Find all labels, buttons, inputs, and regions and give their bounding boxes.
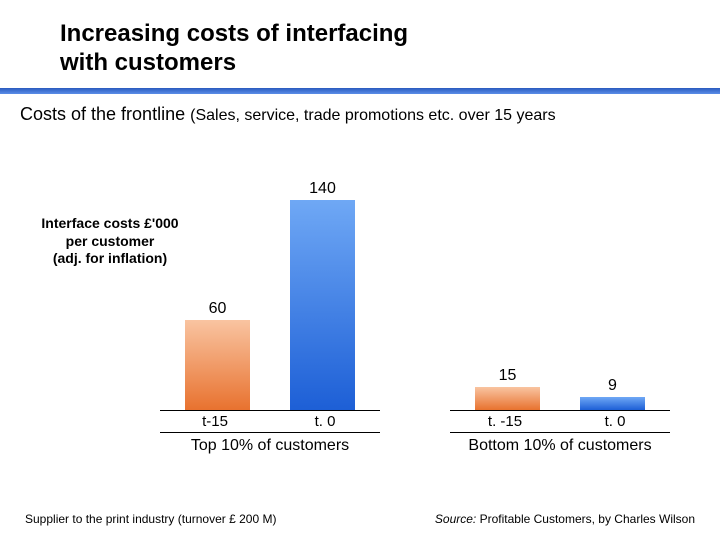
xtick-label: t. 0 [270,411,380,432]
chart-area: Interface costs £'000 per customer (adj.… [20,195,700,455]
group-label: Top 10% of customers [160,433,380,455]
bar-value-label: 15 [475,367,540,385]
bar-wrap: 140 [290,180,355,410]
subtitle-paren: (Sales, service, trade promotions etc. o… [190,107,556,124]
source-label: Source: [435,512,476,526]
title-block: Increasing costs of interfacing with cus… [0,0,720,78]
slide-title-line1: Increasing costs of interfacing [60,20,720,49]
xtick-label: t-15 [160,411,270,432]
bar-wrap: 15 [475,367,540,410]
xtick-label: t. -15 [450,411,560,432]
source-text: Profitable Customers, by Charles Wilson [476,512,695,526]
footnote-left: Supplier to the print industry (turnover… [25,512,276,526]
bar [475,387,540,410]
bar-wrap: 60 [185,300,250,410]
bars-row: 15 9 [450,181,670,411]
bar-value-label: 60 [185,300,250,318]
subtitle: Costs of the frontline (Sales, service, … [0,94,720,125]
bar [290,200,355,410]
group-label: Bottom 10% of customers [450,433,670,455]
bar-wrap: 9 [580,377,645,410]
chart-group: 15 9 t. -15t. 0Bottom 10% of customers [450,181,670,455]
bars-row: 60 140 [160,181,380,411]
xtick-label: t. 0 [560,411,670,432]
footnote-right: Source: Profitable Customers, by Charles… [435,512,695,526]
bar [580,397,645,410]
bar [185,320,250,410]
subtitle-main: Costs of the frontline [20,104,185,124]
xtick-row: t-15t. 0 [160,411,380,433]
slide-title-line2: with customers [60,49,720,78]
bar-value-label: 9 [580,377,645,395]
bar-value-label: 140 [290,180,355,198]
chart-group: 60 140 t-15t. 0Top 10% of customers [160,181,380,455]
xtick-row: t. -15t. 0 [450,411,670,433]
